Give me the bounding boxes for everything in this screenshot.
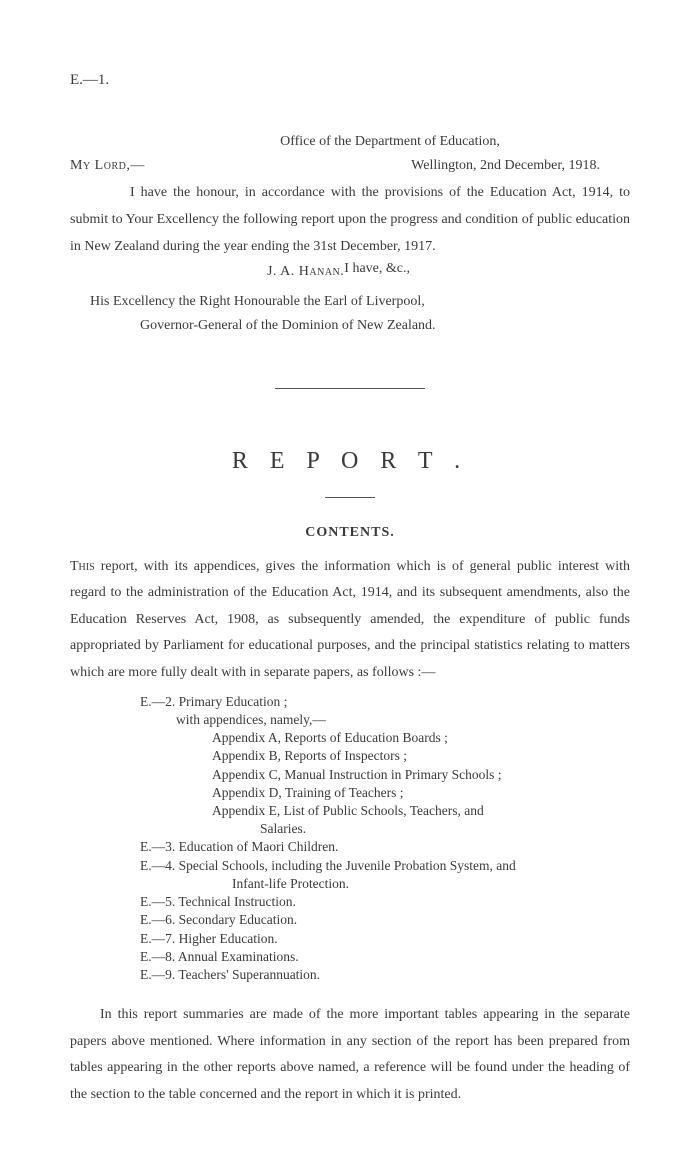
intro-dropcap: This xyxy=(70,559,95,574)
toc-appendix-e-cont: Salaries. xyxy=(140,820,630,838)
toc-appendix-d: Appendix D, Training of Teachers ; xyxy=(140,784,630,802)
letter-addressee: His Excellency the Right Honourable the … xyxy=(70,290,630,338)
report-title: R E P O R T . xyxy=(70,444,630,479)
toc-e2-sub: with appendices, namely,— xyxy=(140,711,630,729)
toc-e4-cont: Infant-life Protection. xyxy=(140,875,630,893)
contents-intro: This report, with its appendices, gives … xyxy=(70,554,630,687)
toc-appendix-e: Appendix E, List of Public Schools, Teac… xyxy=(140,802,630,820)
toc-appendix-a: Appendix A, Reports of Education Boards … xyxy=(140,729,630,747)
divider-line xyxy=(275,388,425,389)
toc-appendix-b: Appendix B, Reports of Inspectors ; xyxy=(140,747,630,765)
toc-e9: E.—9. Teachers' Superannuation. xyxy=(140,966,630,984)
toc-appendix-c: Appendix C, Manual Instruction in Primar… xyxy=(140,766,630,784)
letterhead-office: Office of the Department of Education, xyxy=(150,132,630,152)
document-id: E.—1. xyxy=(70,70,630,92)
salutation: My Lord,— xyxy=(70,156,144,176)
toc-e6: E.—6. Secondary Education. xyxy=(140,911,630,929)
contents-heading: CONTENTS. xyxy=(70,523,630,543)
letter-closing: I have, &c., xyxy=(344,256,530,283)
toc-e5: E.—5. Technical Instruction. xyxy=(140,893,630,911)
toc-e3: E.—3. Education of Maori Children. xyxy=(140,838,630,856)
addressee-line2: Governor-General of the Dominion of New … xyxy=(90,314,630,338)
addressee-line1: His Excellency the Right Honourable the … xyxy=(90,290,630,314)
closing-paragraph-text: In this report summaries are made of the… xyxy=(70,1007,630,1102)
table-of-contents: E.—2. Primary Education ; with appendice… xyxy=(70,693,630,985)
salutation-dash: — xyxy=(130,158,144,173)
letterhead-row: My Lord,— Wellington, 2nd December, 1918… xyxy=(70,156,630,176)
intro-rest: report, with its appendices, gives the i… xyxy=(70,559,630,680)
letter-body: I have the honour, in accordance with th… xyxy=(70,180,630,260)
title-underline xyxy=(325,497,375,498)
title-underline-wrap xyxy=(70,485,630,505)
salutation-smallcaps: My Lord, xyxy=(70,158,130,173)
divider-wrap xyxy=(70,376,630,396)
letter-date: Wellington, 2nd December, 1918. xyxy=(411,156,630,176)
document-page: E.—1. Office of the Department of Educat… xyxy=(0,0,700,1149)
closing-paragraph: In this report summaries are made of the… xyxy=(70,1002,630,1108)
toc-e2: E.—2. Primary Education ; xyxy=(140,693,630,711)
toc-e7: E.—7. Higher Education. xyxy=(140,930,630,948)
toc-e8: E.—8. Annual Examinations. xyxy=(140,948,630,966)
toc-e4: E.—4. Special Schools, including the Juv… xyxy=(140,857,630,875)
letter-body-text: I have the honour, in accordance with th… xyxy=(70,185,630,253)
